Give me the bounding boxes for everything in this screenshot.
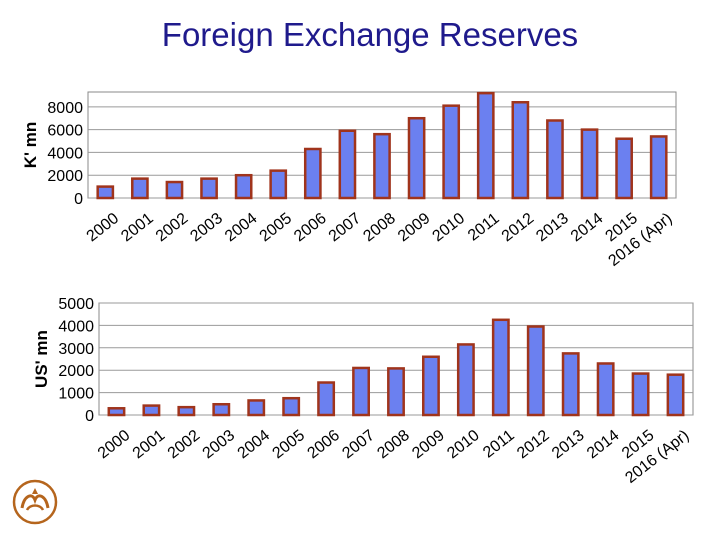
y-tick-label: 0	[85, 408, 94, 425]
bar-2010	[456, 343, 475, 417]
x-tick-label: 2008	[374, 427, 413, 462]
y-axis-label: K' mn	[21, 122, 40, 169]
bar-2007	[352, 366, 370, 417]
bar-2004	[247, 399, 266, 417]
y-tick-label: 4000	[47, 145, 83, 162]
y-tick-label: 6000	[47, 123, 83, 140]
bar-2004	[234, 173, 253, 200]
y-tick-label: 2000	[47, 168, 83, 185]
bar-2011	[491, 318, 510, 417]
x-tick-label: 2014	[584, 427, 623, 462]
x-tick-label: 2010	[444, 427, 483, 462]
x-tick-label: 2009	[409, 427, 448, 462]
slide-title: Foreign Exchange Reserves	[161, 16, 579, 53]
bar-2002	[177, 405, 196, 417]
bar-2008	[387, 367, 405, 417]
bar-2014	[580, 128, 599, 200]
bar-2006	[303, 147, 322, 200]
bar-2003	[212, 402, 231, 417]
bar-2010	[442, 104, 461, 200]
bar-2006	[317, 381, 336, 417]
x-tick-label: 2007	[339, 427, 378, 462]
x-tick-label: 2006	[304, 427, 343, 462]
y-axis-label: US' mn	[32, 330, 51, 388]
bar-2011	[476, 91, 495, 200]
bar-2012	[511, 101, 530, 200]
x-tick-label: 2012	[514, 427, 553, 462]
y-tick-label: 4000	[58, 318, 94, 335]
y-tick-label: 1000	[58, 386, 94, 403]
bar-2001	[142, 404, 161, 417]
bar-2012	[526, 325, 545, 417]
bar-2005	[269, 169, 288, 200]
x-tick-label: 2011	[480, 427, 518, 462]
y-tick-label: 3000	[58, 341, 94, 358]
x-tick-label: 2002	[165, 427, 204, 462]
central-bank-emblem-icon	[12, 479, 58, 525]
x-tick-label: 2005	[270, 427, 309, 462]
x-tick-label: 2004	[235, 427, 274, 462]
bar-2003	[200, 177, 218, 200]
bar-2009	[407, 116, 426, 200]
bar-2000	[107, 407, 126, 417]
x-tick-label: 2000	[95, 427, 134, 462]
y-tick-label: 0	[74, 191, 83, 208]
bar-2009	[422, 355, 440, 417]
x-tick-label: 2001	[130, 427, 169, 462]
bar-2016-Apr	[666, 373, 685, 417]
bar-2007	[338, 129, 357, 200]
bar-2002	[165, 180, 184, 200]
bar-2015	[631, 372, 650, 417]
bar-2008	[373, 132, 391, 200]
bar-2013	[546, 119, 564, 200]
bar-2014	[596, 362, 615, 417]
x-tick-label: 2003	[200, 427, 239, 462]
bar-2000	[96, 185, 115, 200]
bar-2013	[561, 352, 580, 417]
x-tick-label: 2013	[549, 427, 588, 462]
bar-2001	[131, 177, 149, 200]
bar-2005	[282, 396, 301, 417]
y-tick-label: 2000	[58, 363, 94, 380]
y-tick-label: 8000	[47, 100, 83, 117]
y-tick-label: 5000	[58, 296, 94, 313]
bar-2016-Apr	[649, 135, 668, 200]
bar-2015	[615, 137, 633, 200]
